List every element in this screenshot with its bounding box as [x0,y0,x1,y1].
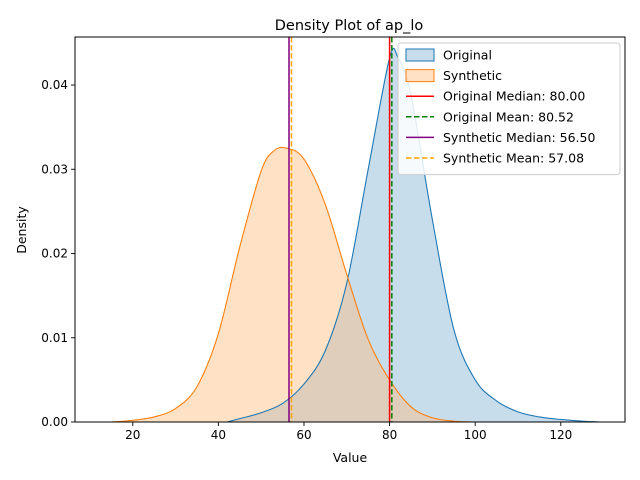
x-tick-label: 80 [382,428,397,442]
legend-label-line-3: Synthetic Median: 56.50 [443,130,595,145]
y-axis-label: Density [14,206,29,254]
legend-label-line-2: Original Mean: 80.52 [443,109,574,124]
legend-label-line-4: Synthetic Mean: 57.08 [443,151,584,166]
chart-title: Density Plot of ap_lo [275,18,424,34]
y-tick-label: 0.04 [41,78,68,92]
legend-label-line-1: Original Median: 80.00 [443,89,585,104]
legend-label-original: Original [443,48,492,63]
legend-swatch-original [405,48,435,62]
series-line-synthetic [100,146,476,422]
legend-swatch-synthetic [405,69,435,83]
y-tick-label: 0.00 [41,415,68,429]
x-axis-label: Value [333,450,368,465]
y-tick-label: 0.01 [41,331,68,345]
legend-label-synthetic: Synthetic [443,68,502,83]
y-tick-label: 0.03 [41,162,68,176]
legend-box [397,42,621,176]
y-tick-label: 0.02 [41,247,68,261]
x-tick-label: 20 [125,428,140,442]
plot-frame [74,36,626,423]
x-tick-label: 60 [296,428,311,442]
x-tick-label: 100 [464,428,487,442]
series-area-original [226,48,600,422]
series-area-synthetic [100,147,476,422]
x-tick-label: 120 [549,428,572,442]
legend: Original Synthetic Original Median: 80.00 O… [397,42,621,176]
x-tick-label: 40 [211,428,226,442]
